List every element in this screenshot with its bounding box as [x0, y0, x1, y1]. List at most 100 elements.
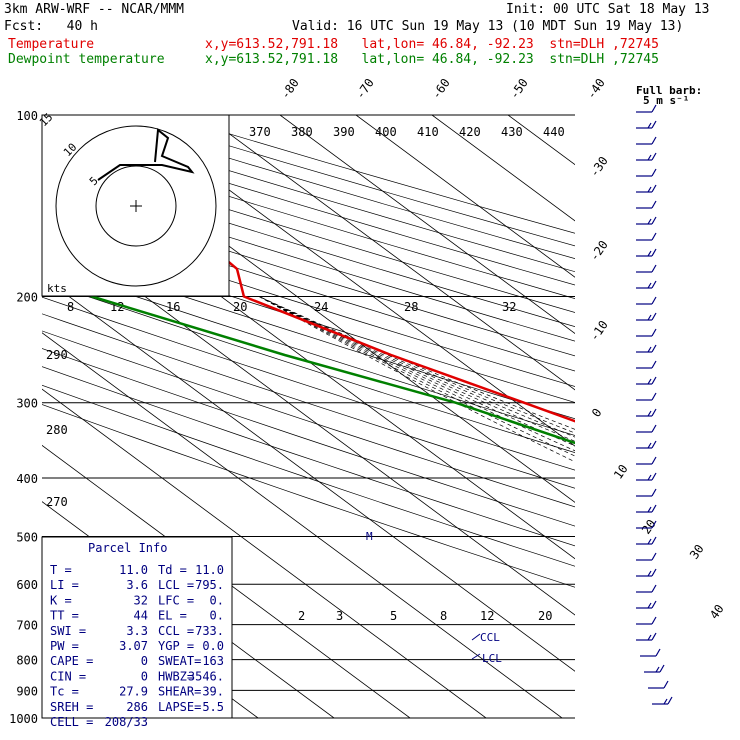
temperature-info: x,y=613.52,791.18 lat,lon= 46.84, -92.23…: [205, 37, 659, 52]
parcel-info-title: Parcel Info: [88, 541, 167, 555]
parcel-row-1-cell-0: LI =: [50, 578, 79, 592]
parcel-row-2-cell-1: 32: [134, 593, 148, 607]
dry-adiabat: [42, 219, 575, 387]
isotherm-line: [42, 332, 563, 718]
wind-barb-flag: [647, 506, 652, 513]
theta-label-370: 370: [249, 125, 271, 139]
dry-adiabat: [42, 384, 575, 567]
parcel-row-3-cell-0: TT =: [50, 609, 79, 623]
valid-time: Valid: 16 UTC Sun 19 May 13 (10 MDT Sun …: [292, 19, 684, 34]
pressure-label-600: 600: [16, 578, 38, 592]
parcel-markers: CCL LCL M: [366, 530, 502, 665]
isotherm-line: [42, 444, 411, 718]
parcel-row-2-cell-3: 0.: [210, 593, 224, 607]
dry-adiabat: [42, 313, 575, 489]
wind-barb-flag: [663, 698, 668, 705]
wind-barb-flag: [651, 136, 657, 145]
dry-adiabat: [42, 191, 575, 357]
pressure-label-400: 400: [16, 472, 38, 486]
hodograph-trace: [97, 128, 195, 181]
parcel-row-7-cell-1: 0: [141, 669, 148, 683]
parcel-row-4-cell-2: CCL =: [158, 624, 194, 638]
wind-barb-flag: [647, 442, 652, 449]
mixing-ratio-upper-label-28: 28: [404, 300, 418, 314]
wind-barb-flag: [647, 218, 652, 225]
temp-tick-0: 0: [589, 406, 605, 420]
pressure-label-200: 200: [16, 291, 38, 305]
moist-adiabat: [258, 296, 575, 452]
pressure-label-300: 300: [16, 397, 38, 411]
parcel-row-9-cell-3: 5.5: [202, 700, 224, 714]
theta-label-430: 430: [501, 125, 523, 139]
wind-barb-flag: [651, 152, 657, 161]
parcel-row-7-cell-3: 3546.: [188, 669, 224, 683]
wind-barb-flag: [647, 122, 652, 129]
wind-barb-flag: [651, 552, 657, 561]
wind-barb-flag: [647, 634, 652, 641]
temp-tick--70: -70: [353, 76, 377, 102]
m-marker: M: [366, 530, 373, 543]
isotherm-line: [42, 275, 575, 672]
wind-barbs: [636, 104, 673, 705]
hodograph-unit: kts: [47, 282, 67, 295]
theta-label-380: 380: [291, 125, 313, 139]
theta-low-label-280: 280: [46, 423, 68, 437]
parcel-row-6-cell-3: 163: [202, 654, 224, 668]
wind-barb-flag: [647, 282, 652, 289]
isotherm-line: [42, 388, 487, 718]
temperature-legend: Temperature: [8, 37, 95, 52]
temp-tick--30: -30: [587, 154, 611, 180]
mixing-ratio-upper-label-16: 16: [166, 300, 180, 314]
wind-barb-flag: [647, 250, 652, 257]
wind-barb-flag: [659, 664, 665, 673]
wind-barb-flag: [651, 440, 657, 449]
wind-barb-flag: [647, 346, 652, 353]
wind-barb-flag: [651, 216, 657, 225]
mixing-ratio-label-2: 2: [298, 609, 305, 623]
parcel-row-1-cell-1: 3.6: [126, 578, 148, 592]
barb-legend-line2: 5 m s⁻¹: [643, 94, 689, 107]
mixing-ratio-label-8: 8: [440, 609, 447, 623]
pressure-label-900: 900: [16, 684, 38, 698]
parcel-row-4-cell-3: 733.: [195, 624, 224, 638]
parcel-row-10-cell-1: 208/33: [105, 715, 148, 729]
hodograph-ring-10: [55, 125, 217, 287]
wind-barb-flag: [647, 314, 652, 321]
wind-barb-flag: [651, 360, 657, 369]
barb-legend-line1: Full barb:: [636, 84, 702, 97]
temp-tick-40: 40: [707, 602, 727, 622]
parcel-row-7-cell-2: HWBZ=: [158, 669, 194, 683]
pressure-label-700: 700: [16, 619, 38, 633]
dry-adiabat: [42, 404, 575, 588]
ccl-marker: CCL: [480, 631, 500, 644]
hodograph: kts 5 10 15: [37, 111, 230, 297]
temp-tick--60: -60: [429, 76, 453, 102]
wind-barb-flag: [651, 312, 657, 321]
theta-label-420: 420: [459, 125, 481, 139]
dry-adiabat: [42, 264, 575, 436]
theta-label-440: 440: [543, 125, 565, 139]
pressure-label-1000: 1000: [9, 712, 38, 726]
temp-tick--20: -20: [587, 238, 611, 264]
parcel-row-2-cell-2: LFC =: [158, 593, 194, 607]
wind-barb-flag: [651, 424, 657, 433]
parcel-row-0-cell-2: Td =: [158, 563, 187, 577]
mixing-ratio-label-5: 5: [390, 609, 397, 623]
theta-label-390: 390: [333, 125, 355, 139]
pressure-label-100: 100: [16, 109, 38, 123]
dry-adiabat: [42, 348, 575, 527]
wind-barb-flag: [651, 632, 657, 641]
temp-tick-20: 20: [639, 517, 659, 537]
wind-barb-flag: [647, 538, 652, 545]
wind-barb-flag: [667, 696, 673, 705]
parcel-info-box: Parcel Info T = 11.0 Td = 11.0LI = 3.6 LCL = 7…: [41, 536, 233, 729]
theta-low-label-290: 290: [46, 348, 68, 362]
wind-barb-flag: [651, 168, 657, 177]
wind-barb-flag: [651, 376, 657, 385]
wind-barb-flag: [647, 474, 652, 481]
wind-barb-flag: [651, 328, 657, 337]
parcel-row-8-cell-3: 39.: [202, 685, 224, 699]
wind-barb-flag: [655, 666, 660, 673]
parcel-row-9-cell-1: 286: [126, 700, 148, 714]
parcel-row-0-cell-0: T =: [50, 563, 72, 577]
